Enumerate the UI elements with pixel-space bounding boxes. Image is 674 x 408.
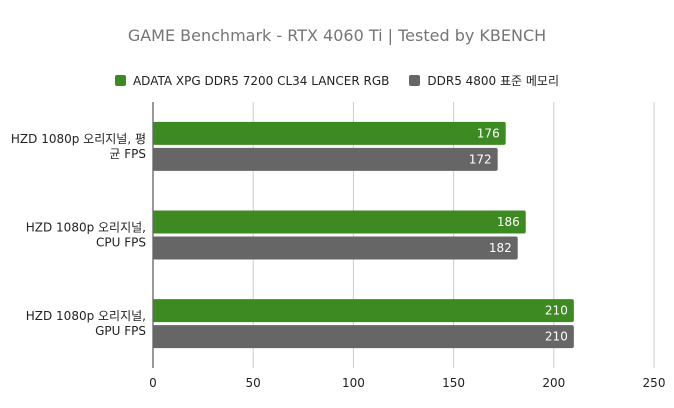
legend-label-adata: ADATA XPG DDR5 7200 CL34 LANCER RGB bbox=[132, 73, 390, 88]
legend: ADATA XPG DDR5 7200 CL34 LANCER RGB DDR5… bbox=[0, 72, 674, 89]
x-tick-label: 100 bbox=[342, 376, 365, 390]
x-tick-labels: 0 50 100 150 200 250 bbox=[149, 376, 665, 390]
category-label-line: HZD 1080p 오리지널, bbox=[26, 309, 146, 323]
bar bbox=[153, 299, 574, 323]
category-label-line: 균 FPS bbox=[109, 147, 146, 161]
bar bbox=[153, 325, 574, 349]
category-label-line: GPU FPS bbox=[95, 324, 146, 338]
category-label: HZD 1080p 오리지널, GPU FPS bbox=[26, 309, 146, 338]
data-label: 176 bbox=[477, 126, 500, 140]
bar bbox=[153, 147, 498, 171]
bar bbox=[153, 210, 526, 234]
data-label: 182 bbox=[489, 241, 512, 255]
bar bbox=[153, 236, 518, 260]
category-label-line: CPU FPS bbox=[96, 236, 146, 250]
legend-item-adata: ADATA XPG DDR5 7200 CL34 LANCER RGB bbox=[114, 73, 390, 88]
data-label: 210 bbox=[545, 330, 568, 344]
data-label: 210 bbox=[545, 304, 568, 318]
legend-item-ddr5-4800: DDR5 4800 표준 메모리 bbox=[409, 72, 559, 89]
category-label-line: HZD 1080p 오리지널, bbox=[26, 221, 146, 235]
data-label: 172 bbox=[469, 152, 492, 166]
chart-title: GAME Benchmark - RTX 4060 Ti | Tested by… bbox=[127, 26, 547, 45]
x-tick-label: 0 bbox=[149, 376, 157, 390]
legend-label-ddr5-4800: DDR5 4800 표준 메모리 bbox=[427, 74, 560, 88]
bar bbox=[153, 121, 506, 145]
x-tick-label: 50 bbox=[246, 376, 261, 390]
x-tick-label: 150 bbox=[442, 376, 465, 390]
grid bbox=[152, 102, 655, 368]
legend-swatch-ddr5-4800 bbox=[409, 75, 421, 86]
category-label: HZD 1080p 오리지널, CPU FPS bbox=[26, 221, 146, 250]
x-tick-label: 200 bbox=[542, 376, 565, 390]
legend-swatch-adata bbox=[114, 75, 126, 86]
data-label: 186 bbox=[497, 215, 520, 229]
category-label-line: HZD 1080p 오리지널, 평 bbox=[11, 132, 146, 146]
bars: 176 172 186 182 210 210 bbox=[153, 121, 574, 349]
x-tick-label: 250 bbox=[643, 376, 666, 390]
